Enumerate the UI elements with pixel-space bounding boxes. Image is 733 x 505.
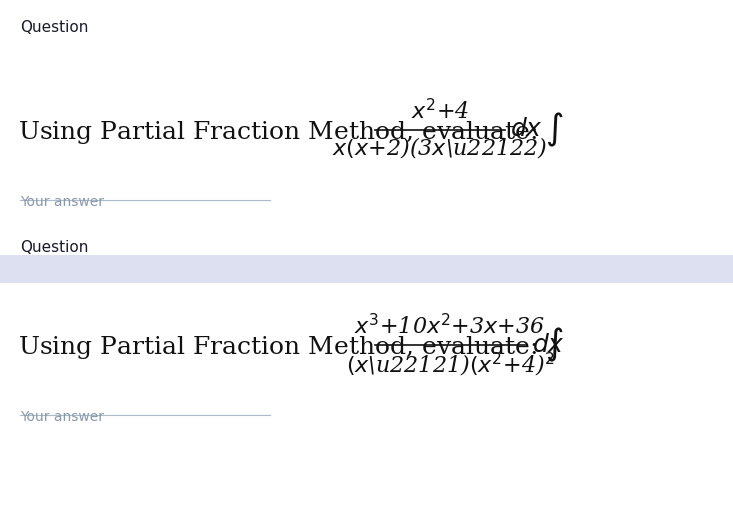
Text: $x^2$+4: $x^2$+4 [410, 99, 469, 125]
Text: $dx$: $dx$ [532, 333, 565, 357]
Text: Your answer: Your answer [20, 410, 104, 424]
Text: $x(x$+2)(3$x$\u22122): $x(x$+2)(3$x$\u22122) [332, 135, 548, 161]
Text: $dx$: $dx$ [510, 119, 543, 141]
Text: Using Partial Fraction Method, evaluate: $\int$: Using Partial Fraction Method, evaluate:… [18, 111, 564, 149]
Text: Question: Question [20, 240, 89, 255]
Text: Question: Question [20, 20, 89, 35]
Text: Your answer: Your answer [20, 195, 104, 209]
FancyBboxPatch shape [0, 255, 733, 283]
Text: $x^3$+10$x^2$+3$x$+36: $x^3$+10$x^2$+3$x$+36 [355, 315, 545, 339]
Text: $(x$\u22121)$(x^2$+4)$^2$: $(x$\u22121)$(x^2$+4)$^2$ [346, 351, 554, 379]
Text: Using Partial Fraction Method, evaluate: $\int$: Using Partial Fraction Method, evaluate:… [18, 326, 564, 364]
